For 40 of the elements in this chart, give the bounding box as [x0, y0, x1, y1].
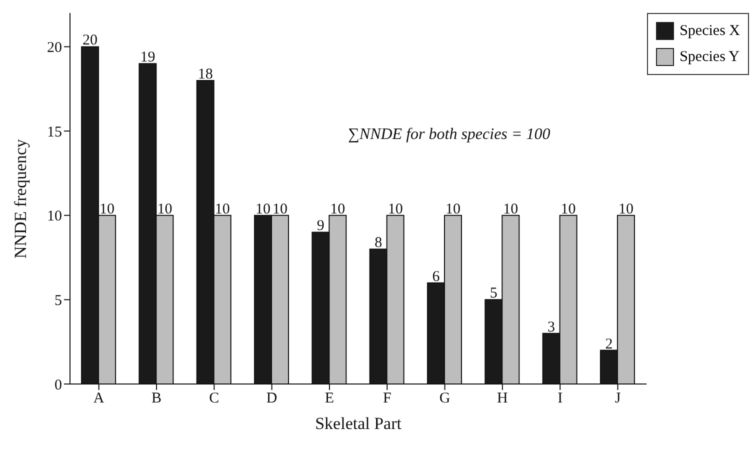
x-tick-label: D [266, 390, 278, 407]
x-tick-label: B [151, 390, 162, 407]
data-label: 10 [272, 201, 288, 218]
data-label: 18 [198, 66, 213, 82]
data-label: 9 [316, 218, 324, 234]
y-tick-label: 20 [47, 40, 62, 56]
data-label: 2 [605, 336, 613, 352]
legend-label: Species Y [680, 48, 740, 66]
data-label: 6 [432, 268, 440, 285]
y-tick-label: 15 [47, 124, 62, 140]
y-tick-label: 10 [47, 208, 62, 225]
y-tick-label: 5 [54, 293, 62, 310]
x-tick-label: H [497, 390, 508, 407]
y-axis-title: NNDE frequency [11, 138, 30, 258]
x-tick-label: A [93, 390, 104, 407]
x-tick-label: I [558, 390, 563, 407]
data-label: 8 [374, 235, 382, 252]
data-label: 5 [490, 286, 498, 302]
x-tick-label: F [382, 390, 392, 407]
data-label: 3 [548, 319, 556, 336]
data-label: 10 [388, 201, 403, 218]
data-label: 10 [618, 201, 634, 218]
annotation: ∑NNDE for both species = 100 [348, 126, 550, 144]
data-label: 10 [445, 201, 460, 218]
data-label: 10 [256, 201, 271, 218]
legend-label: Species X [680, 22, 740, 40]
data-label: 10 [560, 201, 576, 218]
x-tick-label: G [439, 390, 450, 407]
data-label: 10 [503, 201, 518, 218]
x-tick-label: E [324, 390, 334, 407]
x-tick-label: J [614, 390, 621, 407]
x-axis-title: Skeletal Part [315, 414, 402, 433]
data-label: 20 [82, 32, 98, 49]
data-label: 19 [140, 50, 156, 66]
y-tick-label: 0 [54, 377, 62, 394]
data-label: 10 [214, 201, 230, 218]
data-label: 10 [100, 201, 115, 218]
data-label: 10 [330, 201, 346, 218]
x-tick-label: C [209, 390, 220, 407]
data-label: 10 [157, 201, 172, 218]
